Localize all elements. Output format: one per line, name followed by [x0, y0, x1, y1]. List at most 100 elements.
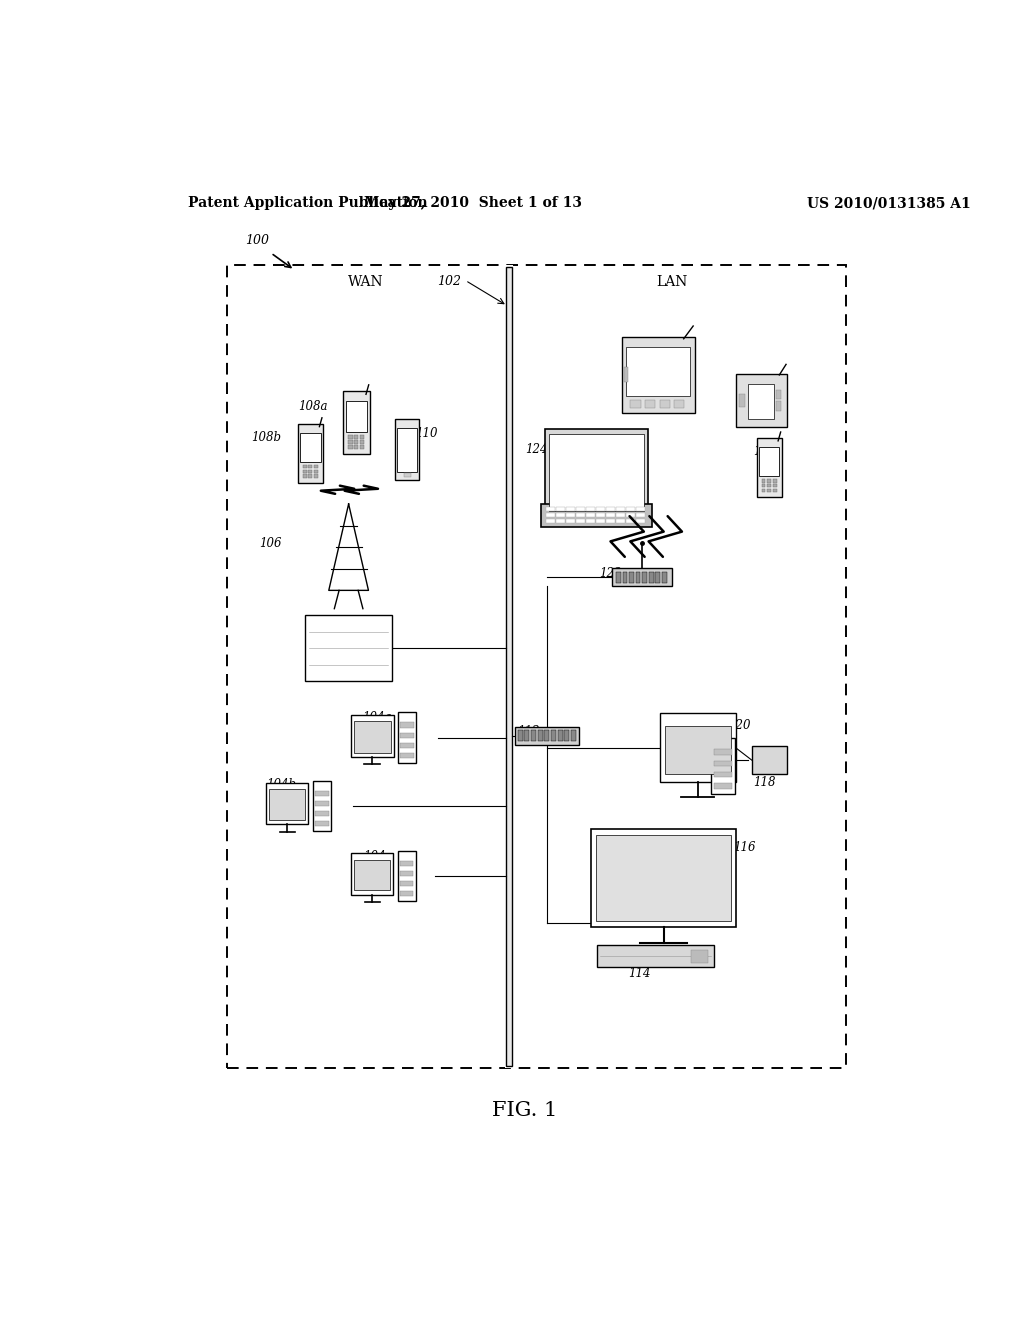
Bar: [776, 389, 781, 399]
Bar: [314, 470, 317, 473]
Bar: [354, 859, 390, 891]
Bar: [714, 760, 732, 766]
Bar: [665, 726, 731, 774]
Bar: [300, 433, 321, 462]
Bar: [577, 512, 586, 516]
Bar: [636, 519, 645, 523]
Bar: [506, 267, 512, 1067]
Text: 102: 102: [437, 276, 462, 288]
Text: 116: 116: [733, 841, 756, 854]
Bar: [549, 434, 644, 511]
Text: 114: 114: [628, 968, 650, 981]
Text: 120: 120: [728, 719, 751, 733]
Bar: [400, 733, 414, 738]
Bar: [403, 474, 411, 477]
Bar: [629, 572, 634, 582]
Bar: [752, 746, 786, 775]
Bar: [354, 441, 358, 444]
Bar: [545, 730, 549, 742]
Bar: [397, 711, 417, 763]
Bar: [616, 572, 621, 582]
Bar: [350, 714, 393, 756]
Bar: [298, 424, 324, 483]
Text: 108a: 108a: [299, 400, 328, 413]
Bar: [606, 519, 615, 523]
Text: 106: 106: [259, 536, 282, 549]
Bar: [515, 726, 579, 744]
Bar: [227, 265, 846, 1068]
Bar: [360, 436, 365, 440]
Bar: [314, 474, 317, 478]
Bar: [566, 507, 575, 511]
Bar: [353, 721, 390, 752]
Text: 118: 118: [754, 776, 776, 789]
Bar: [767, 479, 771, 483]
Bar: [586, 507, 595, 511]
Bar: [399, 871, 414, 876]
Text: 112: 112: [517, 725, 540, 738]
Bar: [314, 810, 329, 816]
Bar: [308, 465, 312, 469]
Bar: [623, 572, 628, 582]
Bar: [773, 484, 776, 487]
Bar: [397, 429, 418, 473]
Bar: [505, 265, 513, 1068]
Bar: [308, 474, 312, 478]
Text: 104b: 104b: [266, 779, 296, 792]
Bar: [564, 730, 569, 742]
Bar: [312, 781, 331, 830]
Bar: [305, 615, 392, 681]
Bar: [266, 783, 308, 825]
Bar: [566, 519, 575, 523]
Bar: [400, 754, 414, 758]
Bar: [749, 384, 774, 418]
Bar: [596, 519, 605, 523]
Text: 104a: 104a: [362, 711, 391, 725]
Bar: [577, 519, 586, 523]
Bar: [660, 713, 735, 783]
Bar: [767, 488, 771, 492]
Bar: [346, 400, 368, 432]
Bar: [627, 507, 636, 511]
Bar: [314, 791, 329, 796]
Bar: [596, 512, 605, 516]
Bar: [558, 730, 562, 742]
Bar: [577, 507, 586, 511]
Bar: [399, 861, 414, 866]
Text: 104c: 104c: [362, 850, 392, 862]
Bar: [776, 401, 781, 411]
Bar: [690, 949, 709, 964]
Bar: [631, 400, 641, 408]
Bar: [616, 519, 626, 523]
Text: US 2010/0131385 A1: US 2010/0131385 A1: [807, 195, 971, 210]
Bar: [308, 470, 312, 473]
Bar: [531, 730, 536, 742]
Bar: [596, 836, 731, 921]
Bar: [636, 572, 640, 582]
Bar: [597, 945, 715, 968]
Text: 124: 124: [524, 444, 547, 455]
Bar: [636, 512, 645, 516]
Bar: [314, 821, 329, 826]
Bar: [642, 572, 647, 582]
Bar: [518, 730, 522, 742]
Bar: [303, 474, 307, 478]
Bar: [354, 445, 358, 449]
Bar: [541, 504, 652, 527]
Bar: [303, 470, 307, 473]
Bar: [354, 436, 358, 440]
Bar: [314, 801, 329, 805]
Bar: [556, 507, 565, 511]
Bar: [348, 441, 352, 444]
Text: LAN: LAN: [656, 276, 687, 289]
Bar: [616, 507, 626, 511]
Text: 108b: 108b: [251, 430, 281, 444]
Bar: [545, 429, 648, 516]
Bar: [596, 507, 605, 511]
Bar: [538, 730, 543, 742]
Bar: [712, 738, 735, 795]
Bar: [624, 367, 628, 383]
Bar: [566, 512, 575, 516]
Bar: [314, 465, 317, 469]
Bar: [626, 347, 690, 396]
